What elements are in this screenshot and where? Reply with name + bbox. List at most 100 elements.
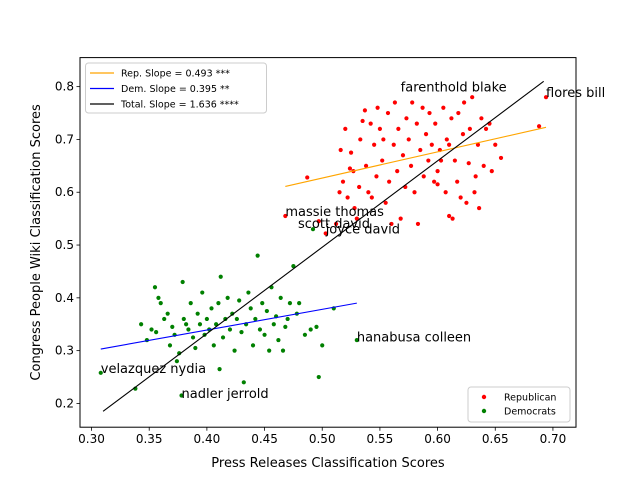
republican-point-31	[387, 179, 392, 184]
x-tick-label-5: 0.55	[367, 432, 394, 446]
republican-point-87	[498, 155, 504, 161]
republican-point-10	[347, 166, 353, 171]
republican-point-76	[470, 95, 475, 100]
democrat-point-22	[190, 335, 196, 340]
republican-point-13	[352, 205, 357, 211]
republican-point-7	[340, 179, 346, 184]
republican-point-2	[316, 219, 321, 224]
y-tick-label-3: 0.5	[55, 238, 74, 252]
democrat-point-0	[98, 370, 103, 375]
republican-point-71	[460, 132, 466, 137]
annotation-2: massie thomas	[285, 205, 384, 220]
republican-point-60	[441, 105, 446, 110]
democrat-point-34	[217, 367, 222, 372]
republican-point-75	[467, 126, 472, 131]
y-tick-label-5: 0.7	[55, 132, 74, 146]
democrat-point-56	[267, 348, 272, 353]
republican-point-74	[466, 161, 471, 166]
democrat-point-24	[195, 311, 200, 316]
democrat-point-7	[156, 295, 161, 300]
republican-point-77	[472, 190, 477, 195]
annotation-7: nadler jerrold	[182, 387, 269, 402]
y-tick-label-0: 0.2	[55, 396, 74, 410]
republican-point-70	[458, 195, 463, 200]
republican-point-22	[369, 195, 374, 200]
republican-point-33	[391, 142, 396, 147]
republican-point-38	[400, 153, 406, 158]
democrat-point-54	[262, 332, 267, 337]
democrat-point-31	[211, 343, 216, 348]
republican-point-78	[473, 174, 478, 179]
democrat-point-72	[314, 324, 319, 329]
x-tick-label-6: 0.60	[424, 432, 451, 446]
plot-marks	[98, 80, 549, 412]
democrat-point-17	[180, 279, 185, 285]
republican-point-36	[396, 126, 401, 131]
annotation-3: scott david	[298, 217, 370, 232]
annotation-6: velazquez nydia	[101, 362, 206, 377]
republican-point-47	[418, 147, 423, 153]
legend-line-label-1: Dem. Slope = 0.395 **	[121, 84, 230, 95]
republican-point-4	[333, 221, 339, 227]
democrat-point-58	[271, 322, 276, 327]
legend-line-label-2: Total. Slope = 1.636 ****	[120, 100, 239, 111]
legend-frame	[467, 386, 571, 423]
republican-point-16	[358, 137, 363, 142]
democrat-point-60	[276, 337, 281, 343]
fit-line-0	[285, 126, 547, 187]
democrat-point-4	[149, 327, 154, 332]
democrat-point-74	[320, 343, 325, 348]
republican-point-21	[368, 121, 373, 126]
annotation-5: hanabusa colleen	[357, 331, 471, 346]
democrat-point-39	[227, 327, 233, 332]
democrat-point-61	[278, 295, 283, 300]
x-tick-label-2: 0.40	[194, 432, 221, 446]
legend-point-swatch-1	[481, 408, 487, 414]
republican-point-68	[455, 179, 460, 184]
democrat-point-41	[232, 348, 237, 353]
x-tick-label-3: 0.45	[251, 432, 278, 446]
democrat-point-49	[250, 343, 256, 348]
republican-point-17	[360, 118, 365, 124]
democrat-point-63	[283, 324, 288, 329]
republican-point-8	[343, 126, 348, 131]
annotation-1: flores bill	[546, 86, 605, 101]
democrat-point-2	[139, 322, 144, 327]
democrat-point-64	[285, 316, 290, 322]
y-tick-label-6: 0.8	[55, 80, 74, 94]
republican-point-20	[366, 190, 371, 195]
democrat-point-33	[216, 301, 221, 306]
republican-point-26	[377, 126, 383, 131]
democrat-point-47	[246, 290, 251, 295]
republican-point-83	[483, 126, 489, 131]
democrat-point-18	[181, 316, 186, 322]
democrat-point-25	[197, 322, 203, 327]
democrat-point-66	[291, 264, 296, 269]
republican-point-66	[450, 216, 455, 221]
republican-point-65	[449, 116, 454, 121]
democrat-point-23	[193, 345, 198, 351]
fit-line-2	[102, 80, 545, 412]
x-tick-label-0: 0.30	[78, 432, 105, 446]
democrat-point-28	[204, 316, 209, 322]
republican-point-5	[337, 190, 342, 195]
democrat-point-55	[264, 308, 269, 314]
republican-point-46	[415, 221, 421, 227]
republican-point-69	[456, 110, 461, 116]
democrat-point-45	[241, 380, 246, 385]
democrat-point-21	[188, 301, 193, 306]
democrat-point-16	[179, 393, 184, 398]
republican-point-49	[421, 174, 426, 179]
republican-point-85	[489, 169, 494, 174]
axes-frame	[79, 57, 577, 428]
republican-point-28	[381, 137, 386, 142]
republican-point-27	[380, 158, 385, 163]
republican-point-1	[305, 175, 310, 180]
republican-point-11	[348, 150, 354, 155]
republican-point-37	[398, 216, 403, 221]
republican-point-73	[464, 200, 469, 205]
republican-point-51	[426, 158, 431, 163]
x-tick-label-8: 0.70	[540, 432, 567, 446]
y-tick-label-1: 0.3	[55, 344, 74, 358]
